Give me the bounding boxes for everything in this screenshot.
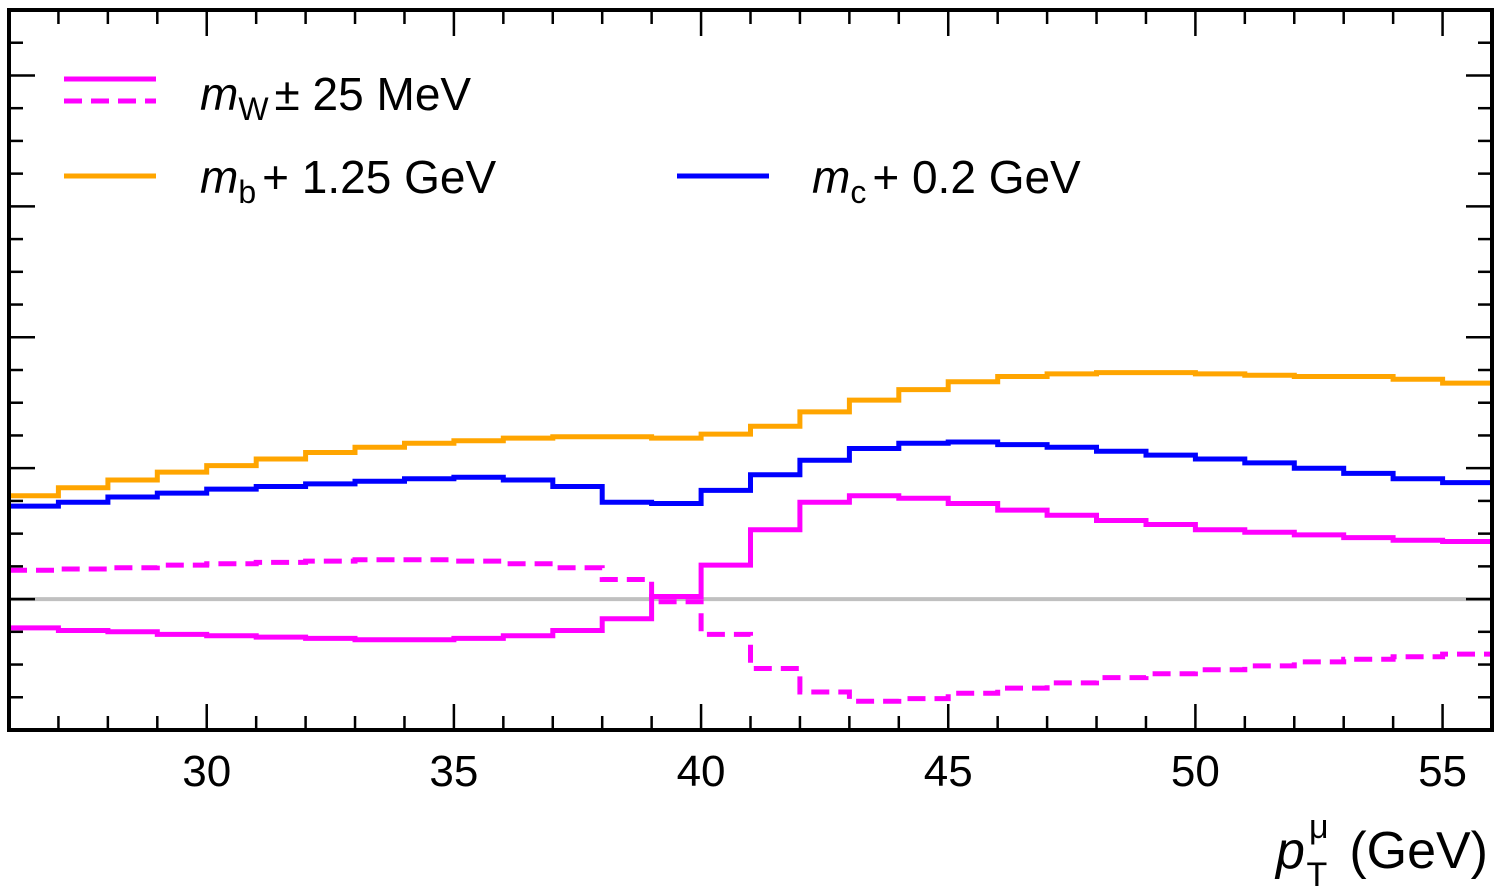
- legend-mw-symbol: m: [200, 68, 238, 120]
- x-axis-title-superscript: μ: [1309, 808, 1329, 846]
- legend: mW ± 25 MeV mb + 1.25 GeV mc + 0.2 GeV: [64, 68, 1081, 210]
- legend-mc-subscript: c: [850, 174, 866, 210]
- series-line-0: [9, 493, 1492, 643]
- legend-mb-symbol: m: [200, 151, 238, 203]
- axis-ticks: [9, 10, 1492, 730]
- x-axis-title-subscript: T: [1307, 856, 1328, 890]
- x-axis-title: p μ T (GeV): [1274, 808, 1488, 890]
- x-axis-title-unit: (GeV): [1349, 822, 1488, 880]
- legend-label-mc: mc + 0.2 GeV: [812, 151, 1081, 210]
- x-tick-label: 30: [182, 747, 231, 796]
- legend-label-mb: mb + 1.25 GeV: [200, 151, 496, 210]
- legend-mw-text: ± 25 MeV: [275, 68, 472, 120]
- series-line-3: [9, 439, 1492, 509]
- x-tick-label: 55: [1418, 747, 1467, 796]
- x-tick-label: 40: [677, 747, 726, 796]
- x-axis-title-symbol: p: [1274, 822, 1305, 880]
- legend-mb-text: + 1.25 GeV: [262, 151, 496, 203]
- x-tick-label: 35: [429, 747, 478, 796]
- series-line-1: [9, 557, 1492, 704]
- x-tick-labels: 30 35 40 45 50 55: [182, 747, 1467, 796]
- x-tick-label: 50: [1171, 747, 1220, 796]
- plot-frame: [7, 8, 1494, 732]
- legend-mc-symbol: m: [812, 151, 850, 203]
- legend-mw-subscript: W: [238, 91, 269, 127]
- legend-label-mw: mW ± 25 MeV: [200, 68, 471, 127]
- legend-mb-subscript: b: [238, 174, 256, 210]
- series-line-2: [9, 370, 1492, 499]
- series-layer: [9, 370, 1492, 704]
- legend-mc-text: + 0.2 GeV: [872, 151, 1081, 203]
- x-tick-label: 45: [924, 747, 973, 796]
